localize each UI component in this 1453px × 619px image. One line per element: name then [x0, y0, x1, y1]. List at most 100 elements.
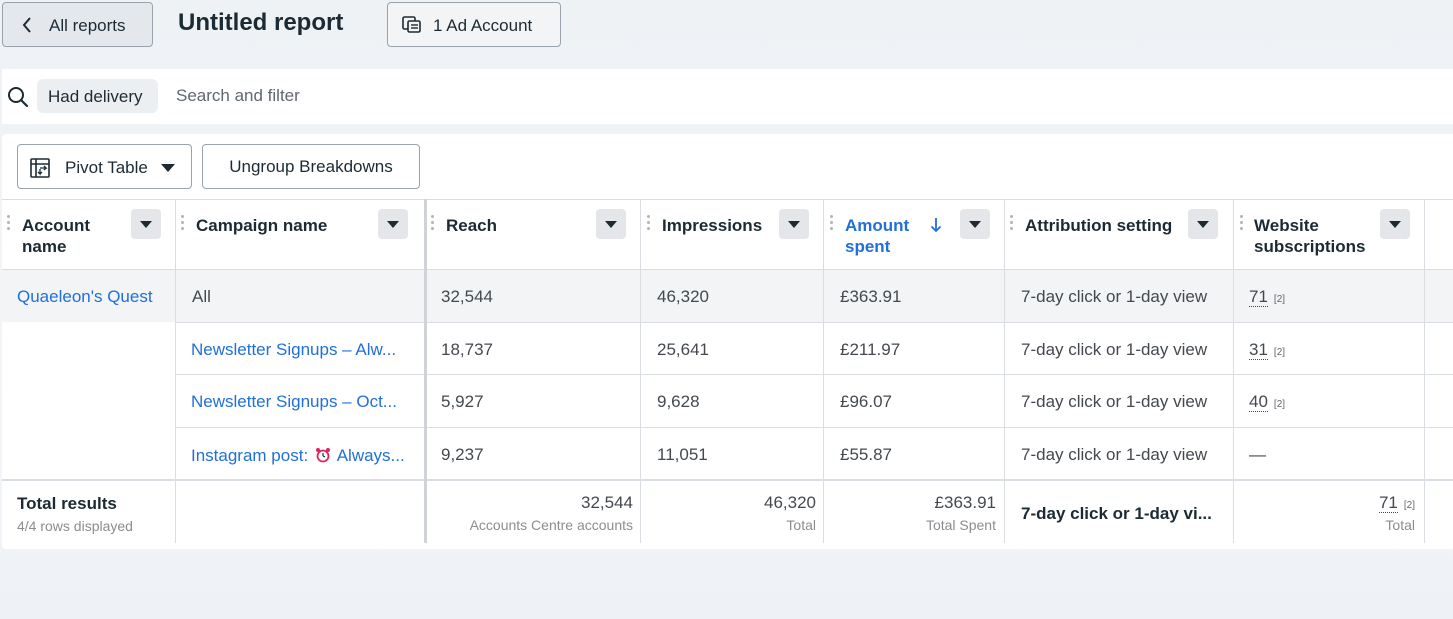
reach-cell: 18,737 — [441, 340, 493, 359]
impressions-cell: 46,320 — [657, 287, 709, 306]
report-title: Untitled report — [178, 9, 344, 36]
ungroup-breakdowns-button[interactable]: Ungroup Breakdowns — [202, 144, 420, 189]
campaign-name-prefix: Instagram post: — [191, 446, 309, 465]
ungroup-breakdowns-label: Ungroup Breakdowns — [229, 156, 393, 176]
total-amount-spent: £363.91 — [934, 493, 996, 512]
filter-chip-label: Had delivery — [48, 87, 143, 106]
all-reports-button[interactable]: All reports — [2, 2, 153, 47]
drag-handle-icon[interactable] — [1240, 215, 1244, 235]
impressions-cell: 9,628 — [657, 392, 700, 411]
column-divider — [175, 199, 176, 543]
search-bar: Had delivery — [2, 69, 1453, 124]
column-header-label: spent — [845, 237, 891, 256]
website-subscriptions-cell[interactable]: 31 [2] — [1249, 340, 1285, 360]
column-header-attribution-setting[interactable]: Attribution setting — [1005, 199, 1233, 269]
website-subscriptions-cell: — — [1249, 445, 1266, 464]
chevron-left-icon — [22, 17, 31, 33]
column-divider — [1233, 199, 1234, 543]
website-subscriptions-cell[interactable]: 40 [2] — [1249, 392, 1285, 412]
report-table: Account name Campaign name Reach Impress… — [2, 199, 1453, 544]
column-header-label: Website — [1254, 216, 1319, 235]
column-menu-button[interactable] — [1188, 209, 1218, 239]
drag-handle-icon[interactable] — [647, 215, 651, 235]
column-header-website-subscriptions[interactable]: Website subscriptions — [1234, 199, 1424, 269]
ad-account-icon — [402, 16, 421, 33]
column-header-label: Impressions — [662, 216, 763, 235]
column-header-label: subscriptions — [1254, 237, 1366, 256]
total-results-title: Total results — [17, 494, 117, 513]
column-header-account-name[interactable]: Account name — [2, 199, 175, 269]
search-input[interactable] — [176, 77, 776, 115]
reach-cell: 5,927 — [441, 392, 484, 411]
campaign-name-cell: All — [192, 287, 211, 306]
divider — [2, 199, 1453, 200]
total-reach: 32,544 — [581, 493, 633, 512]
column-menu-button[interactable] — [131, 209, 161, 239]
column-menu-button[interactable] — [1380, 209, 1410, 239]
total-attribution-setting: 7-day click or 1-day vi... — [1021, 504, 1212, 523]
drag-handle-icon[interactable] — [431, 215, 435, 235]
pivot-table-dropdown[interactable]: Pivot Table — [17, 144, 192, 189]
column-divider — [1004, 199, 1005, 543]
column-menu-button[interactable] — [596, 209, 626, 239]
column-menu-button[interactable] — [960, 209, 990, 239]
campaign-name-link[interactable]: Instagram post: Always... — [191, 445, 405, 466]
subscriptions-value[interactable]: 31 — [1249, 340, 1268, 360]
attribution-setting-cell: 7-day click or 1-day view — [1021, 445, 1208, 464]
total-amount-caption: Total Spent — [925, 517, 996, 533]
column-header-label: Attribution setting — [1025, 216, 1173, 235]
subscriptions-value[interactable]: 71 — [1249, 287, 1268, 307]
attribution-setting-cell: 7-day click or 1-day view — [1021, 340, 1208, 359]
search-icon — [8, 87, 29, 108]
column-header-campaign-name[interactable]: Campaign name — [176, 199, 424, 269]
ad-account-button[interactable]: 1 Ad Account — [387, 2, 561, 47]
filter-chip-had-delivery[interactable]: Had delivery — [37, 79, 158, 113]
total-impressions-caption: Total — [786, 517, 816, 533]
alarm-clock-icon — [315, 448, 330, 463]
subscriptions-value[interactable]: 71 — [1378, 493, 1398, 513]
reach-cell: 9,237 — [441, 445, 484, 464]
column-header-label: name — [22, 237, 67, 256]
column-menu-button[interactable] — [779, 209, 809, 239]
divider — [2, 479, 1453, 481]
amount-spent-cell: £55.87 — [840, 445, 892, 464]
total-reach-caption: Accounts Centre accounts — [469, 517, 633, 533]
column-divider — [640, 199, 641, 543]
column-header-reach[interactable]: Reach — [427, 199, 640, 269]
drag-handle-icon[interactable] — [181, 215, 185, 235]
column-header-label: Account — [22, 216, 90, 235]
drag-handle-icon[interactable] — [830, 215, 834, 235]
column-header-label: Campaign name — [196, 216, 328, 235]
account-name-link[interactable]: Quaeleon's Quest — [17, 287, 153, 306]
total-subscriptions-caption: Total — [1385, 517, 1415, 533]
drag-handle-icon[interactable] — [7, 215, 11, 235]
campaign-name-link[interactable]: Newsletter Signups – Oct... — [191, 392, 397, 411]
subscriptions-note: [2] — [1403, 500, 1415, 511]
total-website-subscriptions[interactable]: 71 [2] — [1378, 493, 1415, 513]
drag-handle-icon[interactable] — [1010, 215, 1014, 235]
top-bar: All reports Untitled report 1 Ad Account — [0, 0, 1453, 68]
column-divider — [823, 199, 824, 543]
divider — [175, 427, 1453, 428]
subscriptions-value[interactable]: 40 — [1249, 392, 1268, 412]
rows-displayed-count: 4/4 rows displayed — [17, 518, 133, 534]
impressions-cell: 25,641 — [657, 340, 709, 359]
subscriptions-note: [2] — [1273, 294, 1286, 305]
divider — [2, 269, 1453, 270]
subscriptions-note: [2] — [1273, 399, 1286, 410]
subscriptions-note: [2] — [1273, 347, 1286, 358]
column-header-amount-spent[interactable]: Amount spent — [824, 199, 1004, 269]
divider — [175, 322, 1453, 323]
campaign-name-suffix: Always... — [336, 446, 405, 465]
table-row-highlight — [2, 270, 1453, 322]
website-subscriptions-cell[interactable]: 71 [2] — [1249, 287, 1285, 307]
column-header-impressions[interactable]: Impressions — [641, 199, 823, 269]
column-divider — [424, 199, 427, 543]
amount-spent-cell: £363.91 — [840, 287, 902, 306]
column-divider — [1424, 199, 1425, 543]
campaign-name-link[interactable]: Newsletter Signups – Alw... — [191, 340, 397, 359]
sort-descending-icon[interactable] — [930, 217, 942, 233]
ad-account-label: 1 Ad Account — [433, 16, 533, 35]
column-header-label: Reach — [446, 216, 498, 235]
column-menu-button[interactable] — [378, 209, 408, 239]
